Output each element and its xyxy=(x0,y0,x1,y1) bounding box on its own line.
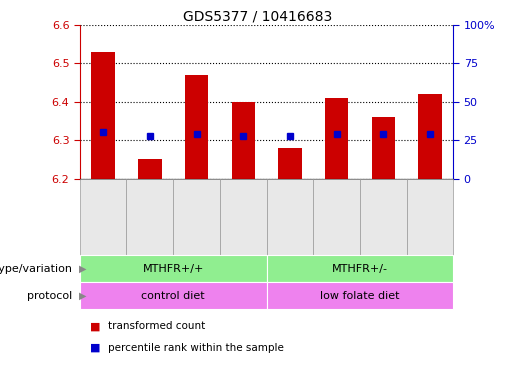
Text: ■: ■ xyxy=(90,343,100,353)
Text: protocol: protocol xyxy=(27,291,72,301)
Bar xyxy=(371,117,395,179)
Bar xyxy=(278,148,301,179)
Text: percentile rank within the sample: percentile rank within the sample xyxy=(108,343,284,353)
Text: MTHFR+/-: MTHFR+/- xyxy=(332,264,388,274)
Text: GDS5377 / 10416683: GDS5377 / 10416683 xyxy=(183,10,332,23)
Text: transformed count: transformed count xyxy=(108,321,205,331)
Bar xyxy=(232,102,255,179)
Bar xyxy=(185,75,208,179)
Bar xyxy=(92,52,115,179)
Bar xyxy=(138,159,162,179)
Text: MTHFR+/+: MTHFR+/+ xyxy=(143,264,204,274)
Text: low folate diet: low folate diet xyxy=(320,291,400,301)
Bar xyxy=(418,94,441,179)
Text: ■: ■ xyxy=(90,321,100,331)
Bar xyxy=(325,98,348,179)
Text: genotype/variation: genotype/variation xyxy=(0,264,72,274)
Text: ▶: ▶ xyxy=(79,264,87,274)
Text: ▶: ▶ xyxy=(79,291,87,301)
Text: control diet: control diet xyxy=(141,291,205,301)
